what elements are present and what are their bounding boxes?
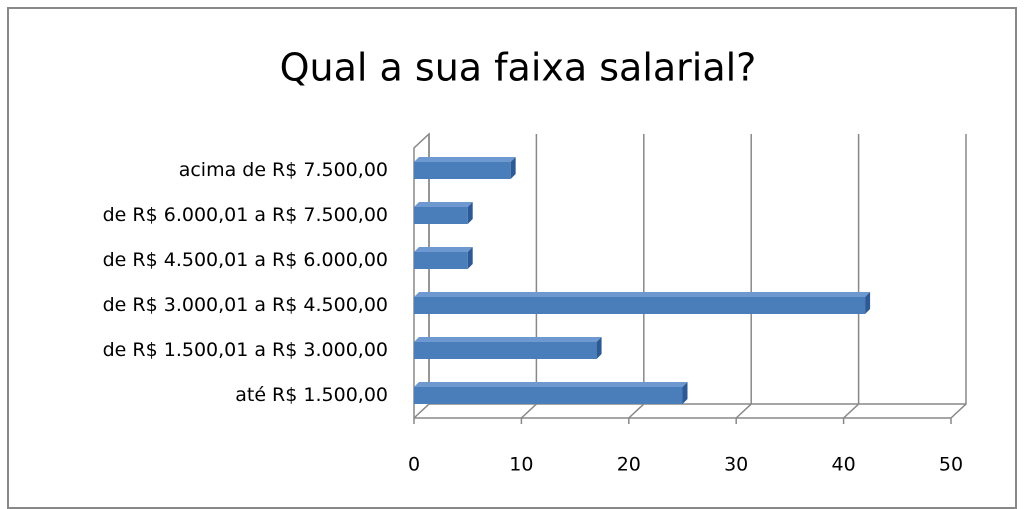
bar-top	[414, 382, 688, 387]
bar-top	[414, 157, 516, 162]
chart-frame	[7, 7, 1017, 509]
bar	[414, 207, 468, 224]
bar-side	[682, 382, 688, 404]
y-tick-label: acima de R$ 7.500,00	[179, 159, 388, 181]
bar-top	[414, 292, 871, 297]
y-tick-label: até R$ 1.500,00	[235, 384, 388, 406]
x-tick-label: 20	[617, 454, 641, 476]
y-tick-label: de R$ 6.000,01 a R$ 7.500,00	[103, 204, 388, 226]
bar	[414, 342, 597, 359]
grid-line	[843, 134, 860, 419]
x-tick-label: 30	[724, 454, 748, 476]
grid-line	[950, 134, 967, 419]
bar	[414, 252, 468, 269]
bar	[414, 162, 511, 179]
grid-line	[735, 134, 752, 419]
bar-side	[596, 337, 602, 359]
y-tick-label: de R$ 1.500,01 a R$ 3.000,00	[103, 339, 388, 361]
x-tick-label: 50	[939, 454, 963, 476]
y-tick-label: de R$ 4.500,01 a R$ 6.000,00	[103, 249, 388, 271]
x-tick-label: 40	[832, 454, 856, 476]
bar-side	[467, 202, 473, 224]
bar-top	[414, 247, 473, 252]
bar-side	[510, 157, 516, 179]
bar-side	[865, 292, 871, 314]
bar-top	[414, 337, 602, 342]
bar	[414, 387, 683, 404]
y-tick-label: de R$ 3.000,01 a R$ 4.500,00	[103, 294, 388, 316]
bar	[414, 297, 866, 314]
x-tick-label: 10	[509, 454, 533, 476]
chart-title: Qual a sua faixa salarial?	[280, 46, 757, 90]
bar-top	[414, 202, 473, 207]
x-tick-label: 0	[408, 454, 420, 476]
bar-side	[467, 247, 473, 269]
